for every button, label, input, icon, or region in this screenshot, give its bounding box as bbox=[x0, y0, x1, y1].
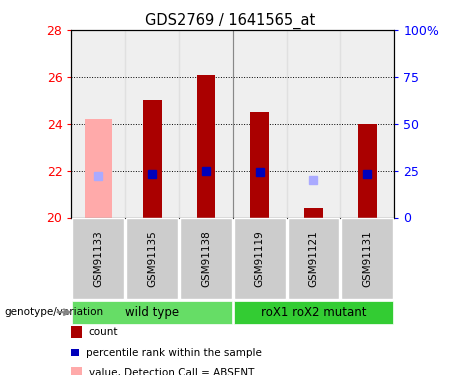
Text: wild type: wild type bbox=[125, 306, 179, 319]
Text: GDS2769 / 1641565_at: GDS2769 / 1641565_at bbox=[145, 13, 316, 29]
Bar bbox=[179, 30, 233, 217]
Bar bbox=[340, 30, 394, 217]
Text: roX1 roX2 mutant: roX1 roX2 mutant bbox=[261, 306, 366, 319]
Text: GSM91121: GSM91121 bbox=[308, 230, 319, 287]
Text: GSM91119: GSM91119 bbox=[254, 230, 265, 287]
Bar bbox=[233, 30, 287, 217]
Bar bbox=[196, 75, 215, 217]
Bar bbox=[250, 112, 269, 218]
Bar bbox=[304, 208, 323, 218]
Text: GSM91138: GSM91138 bbox=[201, 230, 211, 287]
Text: percentile rank within the sample: percentile rank within the sample bbox=[86, 348, 262, 357]
Text: GSM91131: GSM91131 bbox=[362, 230, 372, 287]
Text: value, Detection Call = ABSENT: value, Detection Call = ABSENT bbox=[89, 368, 254, 375]
Bar bbox=[125, 30, 179, 217]
Bar bbox=[85, 119, 112, 218]
Bar bbox=[71, 30, 125, 217]
Text: genotype/variation: genotype/variation bbox=[5, 307, 104, 317]
Bar bbox=[143, 100, 161, 218]
Text: GSM91133: GSM91133 bbox=[93, 230, 103, 287]
Text: GSM91135: GSM91135 bbox=[147, 230, 157, 287]
Text: count: count bbox=[89, 327, 118, 337]
Bar bbox=[358, 124, 377, 218]
Bar bbox=[287, 30, 340, 217]
